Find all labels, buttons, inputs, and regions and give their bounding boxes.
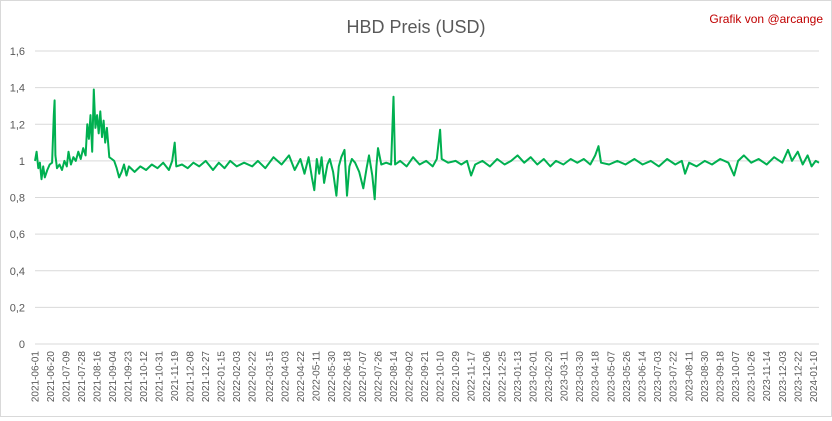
x-tick-label: 2023-02-01 bbox=[529, 351, 540, 403]
x-tick-label: 2023-08-30 bbox=[700, 351, 711, 403]
x-tick-label: 2021-09-23 bbox=[124, 351, 135, 403]
y-tick-label: 1,6 bbox=[10, 46, 25, 58]
x-tick-label: 2022-05-11 bbox=[311, 351, 322, 402]
x-tick-label: 2021-10-12 bbox=[139, 351, 150, 403]
x-tick-label: 2023-05-26 bbox=[622, 351, 633, 403]
gridlines bbox=[35, 50, 819, 345]
x-tick-label: 2022-06-18 bbox=[342, 351, 353, 403]
x-tick-label: 2022-04-03 bbox=[280, 351, 291, 403]
x-tick-label: 2022-08-14 bbox=[389, 351, 400, 403]
x-tick-label: 2021-12-27 bbox=[201, 351, 212, 403]
x-tick-label: 2021-09-04 bbox=[108, 351, 119, 403]
x-tick-label: 2022-09-02 bbox=[405, 351, 416, 403]
x-tick-label: 2023-01-13 bbox=[513, 351, 524, 403]
x-tick-label: 2022-05-30 bbox=[327, 351, 338, 403]
y-tick-label: 1,2 bbox=[10, 119, 25, 131]
y-tick-label: 0 bbox=[19, 339, 25, 351]
x-tick-label: 2021-08-16 bbox=[93, 351, 104, 403]
x-tick-label: 2023-08-11 bbox=[685, 351, 696, 402]
x-tick-label: 2023-05-07 bbox=[606, 351, 617, 403]
y-tick-label: 0,8 bbox=[10, 193, 25, 205]
y-tick-label: 0,2 bbox=[10, 302, 25, 314]
x-tick-label: 2022-07-07 bbox=[358, 351, 369, 403]
x-tick-label: 2022-12-25 bbox=[498, 351, 509, 403]
credit-label: Grafik von @arcange bbox=[709, 12, 823, 26]
y-tick-label: 0,6 bbox=[10, 229, 25, 241]
x-tick-label: 2021-07-28 bbox=[77, 351, 88, 403]
x-tick-label: 2022-09-21 bbox=[420, 351, 431, 403]
y-tick-label: 0,4 bbox=[10, 266, 25, 278]
x-tick-label: 2023-03-11 bbox=[560, 351, 571, 402]
y-tick-label: 1 bbox=[19, 156, 25, 168]
x-tick-label: 2023-10-07 bbox=[731, 351, 742, 403]
x-tick-label: 2021-06-01 bbox=[31, 351, 42, 403]
x-tick-label: 2022-10-29 bbox=[451, 351, 462, 403]
x-tick-label: 2021-07-09 bbox=[62, 351, 73, 403]
x-tick-label: 2022-12-06 bbox=[482, 351, 493, 403]
x-tick-label: 2023-02-20 bbox=[544, 351, 555, 403]
x-tick-label: 2023-12-22 bbox=[793, 351, 804, 403]
x-tick-label: 2021-11-19 bbox=[170, 351, 181, 402]
x-tick-label: 2022-03-15 bbox=[265, 351, 276, 403]
series-line bbox=[34, 88, 820, 201]
x-tick-label: 2022-07-26 bbox=[374, 351, 385, 403]
y-axis-ticks: 0 0,2 0,4 0,6 0,8 1 1,2 1,4 1,6 bbox=[10, 46, 25, 351]
x-tick-label: 2022-02-03 bbox=[232, 351, 243, 403]
x-tick-label: 2023-03-30 bbox=[575, 351, 586, 403]
x-tick-label: 2023-04-18 bbox=[591, 351, 602, 403]
series-group bbox=[34, 88, 820, 201]
x-tick-label: 2021-10-31 bbox=[155, 351, 166, 403]
x-axis-ticks: 2021-06-01 2021-06-20 2021-07-09 2021-07-28… bbox=[31, 351, 820, 403]
x-tick-label: 2022-10-10 bbox=[436, 351, 447, 403]
x-tick-label: 2022-04-22 bbox=[296, 351, 307, 403]
x-tick-label: 2023-07-22 bbox=[668, 351, 679, 403]
x-tick-label: 2022-01-15 bbox=[217, 351, 228, 403]
y-tick-label: 1,4 bbox=[10, 83, 25, 95]
x-tick-label: 2024-01-10 bbox=[809, 351, 820, 403]
x-tick-label: 2023-06-14 bbox=[637, 351, 648, 403]
x-tick-label: 2023-10-26 bbox=[747, 351, 758, 403]
x-tick-label: 2023-09-18 bbox=[716, 351, 727, 403]
x-tick-label: 2022-11-17 bbox=[467, 351, 478, 402]
x-tick-label: 2021-12-08 bbox=[186, 351, 197, 403]
x-tick-label: 2022-02-22 bbox=[248, 351, 259, 403]
x-tick-label: 2023-12-03 bbox=[778, 351, 789, 403]
chart-title: HBD Preis (USD) bbox=[346, 17, 485, 37]
x-tick-label: 2021-06-20 bbox=[46, 351, 57, 403]
x-tick-label: 2023-07-03 bbox=[653, 351, 664, 403]
x-tick-label: 2023-11-14 bbox=[762, 351, 773, 402]
